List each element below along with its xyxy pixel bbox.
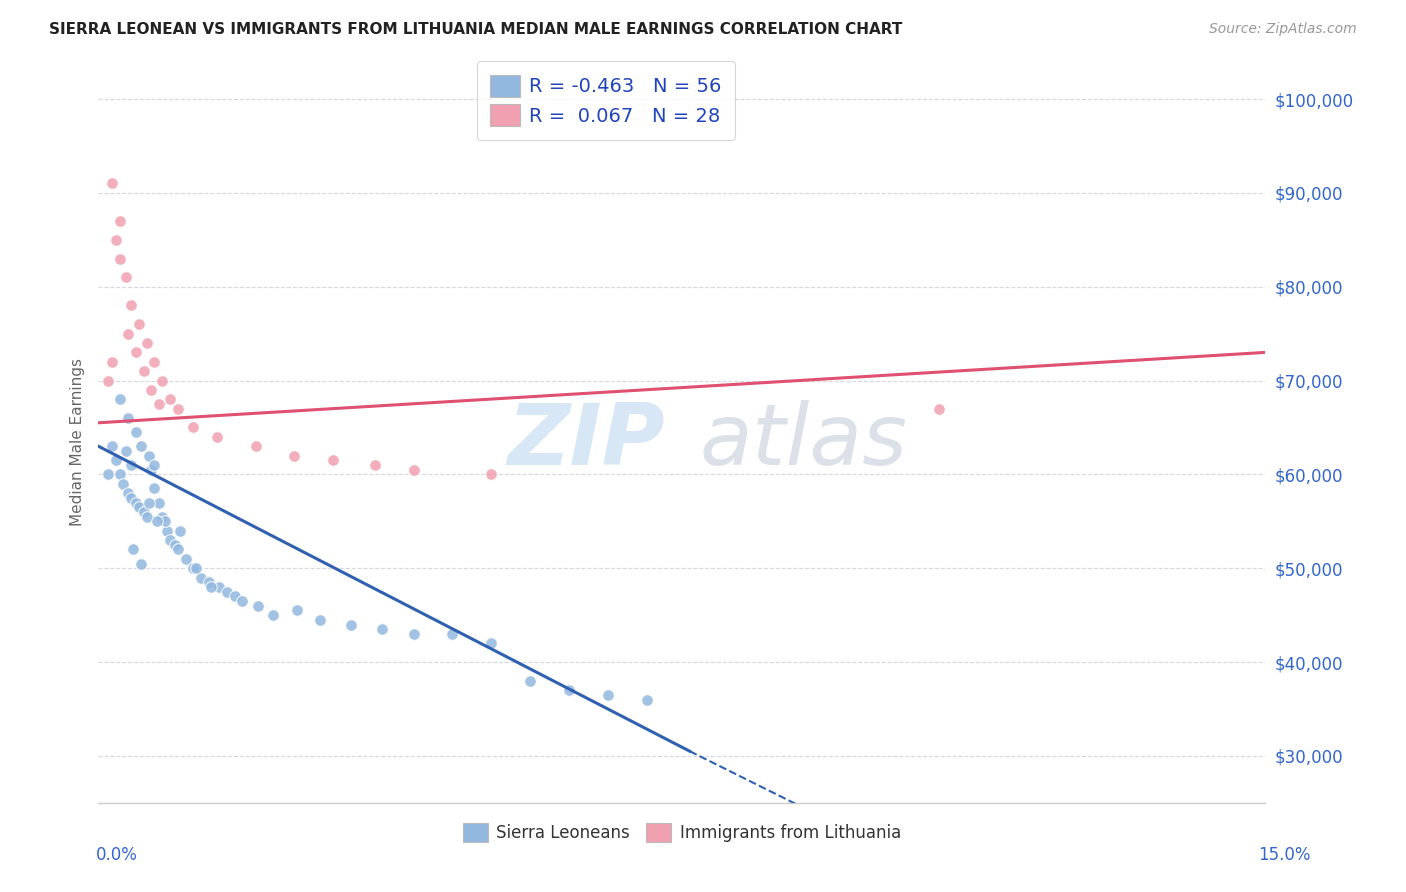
Point xyxy=(129,439,152,453)
Point xyxy=(135,509,157,524)
Point xyxy=(363,458,385,472)
Point xyxy=(97,467,120,482)
Point xyxy=(479,467,502,482)
Text: 15.0%: 15.0% xyxy=(1258,846,1310,863)
Point xyxy=(112,476,135,491)
Point xyxy=(101,439,124,453)
Point xyxy=(108,214,131,228)
Point xyxy=(208,580,231,594)
Y-axis label: Median Male Earnings: Median Male Earnings xyxy=(69,358,84,525)
Point xyxy=(129,557,152,571)
Point xyxy=(138,495,160,509)
Point xyxy=(108,467,131,482)
Point xyxy=(122,542,145,557)
Point xyxy=(262,608,284,623)
Point xyxy=(120,298,142,312)
Point xyxy=(101,355,124,369)
Point xyxy=(309,613,332,627)
Point xyxy=(117,486,139,500)
Point xyxy=(558,683,581,698)
Point xyxy=(283,449,305,463)
Point xyxy=(143,458,166,472)
Point xyxy=(125,345,148,359)
Point xyxy=(441,627,464,641)
Text: 0.0%: 0.0% xyxy=(96,846,138,863)
Point xyxy=(928,401,950,416)
Point xyxy=(340,617,363,632)
Text: ZIP: ZIP xyxy=(506,400,665,483)
Point xyxy=(148,495,170,509)
Point xyxy=(402,627,425,641)
Point xyxy=(184,561,207,575)
Point xyxy=(231,594,253,608)
Point xyxy=(104,233,127,247)
Point xyxy=(117,411,139,425)
Point xyxy=(402,463,425,477)
Point xyxy=(198,575,221,590)
Point xyxy=(108,392,131,407)
Point xyxy=(163,538,186,552)
Point xyxy=(132,364,155,378)
Point xyxy=(141,463,163,477)
Legend: Sierra Leoneans, Immigrants from Lithuania: Sierra Leoneans, Immigrants from Lithuan… xyxy=(456,816,908,848)
Point xyxy=(150,509,173,524)
Point xyxy=(224,590,246,604)
Point xyxy=(174,551,197,566)
Point xyxy=(125,425,148,439)
Point xyxy=(148,397,170,411)
Point xyxy=(114,444,136,458)
Point xyxy=(128,500,150,515)
Point xyxy=(166,542,188,557)
Point xyxy=(183,561,205,575)
Point xyxy=(479,636,502,650)
Point xyxy=(205,430,228,444)
Text: SIERRA LEONEAN VS IMMIGRANTS FROM LITHUANIA MEDIAN MALE EARNINGS CORRELATION CHA: SIERRA LEONEAN VS IMMIGRANTS FROM LITHUA… xyxy=(49,22,903,37)
Point xyxy=(200,580,222,594)
Point xyxy=(153,514,176,528)
Point xyxy=(138,449,160,463)
Point xyxy=(132,505,155,519)
Point xyxy=(120,458,142,472)
Point xyxy=(169,524,191,538)
Point xyxy=(215,584,238,599)
Point xyxy=(101,177,124,191)
Point xyxy=(285,603,308,617)
Point xyxy=(135,336,157,351)
Point xyxy=(636,692,658,706)
Point xyxy=(190,571,212,585)
Point xyxy=(166,401,188,416)
Point xyxy=(143,355,166,369)
Point xyxy=(159,392,181,407)
Point xyxy=(156,524,179,538)
Point xyxy=(97,374,120,388)
Point xyxy=(159,533,181,547)
Point xyxy=(371,622,394,636)
Point xyxy=(183,420,205,434)
Point xyxy=(125,495,148,509)
Point xyxy=(519,673,541,688)
Point xyxy=(128,318,150,332)
Point xyxy=(245,439,267,453)
Point xyxy=(150,374,173,388)
Point xyxy=(117,326,139,341)
Point xyxy=(146,514,169,528)
Point xyxy=(322,453,344,467)
Point xyxy=(141,383,163,397)
Text: atlas: atlas xyxy=(699,400,907,483)
Point xyxy=(596,688,619,702)
Point xyxy=(143,482,166,496)
Point xyxy=(120,491,142,505)
Point xyxy=(108,252,131,266)
Text: Source: ZipAtlas.com: Source: ZipAtlas.com xyxy=(1209,22,1357,37)
Point xyxy=(104,453,127,467)
Point xyxy=(246,599,269,613)
Point xyxy=(114,270,136,285)
